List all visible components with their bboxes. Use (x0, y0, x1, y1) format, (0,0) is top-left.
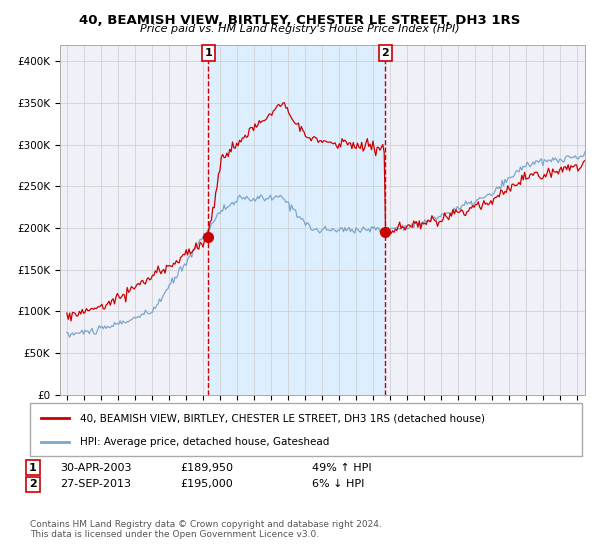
FancyBboxPatch shape (30, 403, 582, 456)
Text: 49% ↑ HPI: 49% ↑ HPI (312, 463, 371, 473)
Text: 1: 1 (29, 463, 37, 473)
Text: £195,000: £195,000 (180, 479, 233, 489)
Text: HPI: Average price, detached house, Gateshead: HPI: Average price, detached house, Gate… (80, 436, 329, 446)
Text: Price paid vs. HM Land Registry's House Price Index (HPI): Price paid vs. HM Land Registry's House … (140, 24, 460, 34)
Text: £189,950: £189,950 (180, 463, 233, 473)
Text: Contains HM Land Registry data © Crown copyright and database right 2024.
This d: Contains HM Land Registry data © Crown c… (30, 520, 382, 539)
Text: 1: 1 (205, 48, 212, 58)
Text: 2: 2 (29, 479, 37, 489)
Text: 27-SEP-2013: 27-SEP-2013 (60, 479, 131, 489)
Text: 40, BEAMISH VIEW, BIRTLEY, CHESTER LE STREET, DH3 1RS (detached house): 40, BEAMISH VIEW, BIRTLEY, CHESTER LE ST… (80, 413, 485, 423)
Text: 6% ↓ HPI: 6% ↓ HPI (312, 479, 364, 489)
Bar (208, 45, 385, 395)
Text: 40, BEAMISH VIEW, BIRTLEY, CHESTER LE STREET, DH3 1RS: 40, BEAMISH VIEW, BIRTLEY, CHESTER LE ST… (79, 14, 521, 27)
Text: 2: 2 (382, 48, 389, 58)
Text: 30-APR-2003: 30-APR-2003 (60, 463, 131, 473)
